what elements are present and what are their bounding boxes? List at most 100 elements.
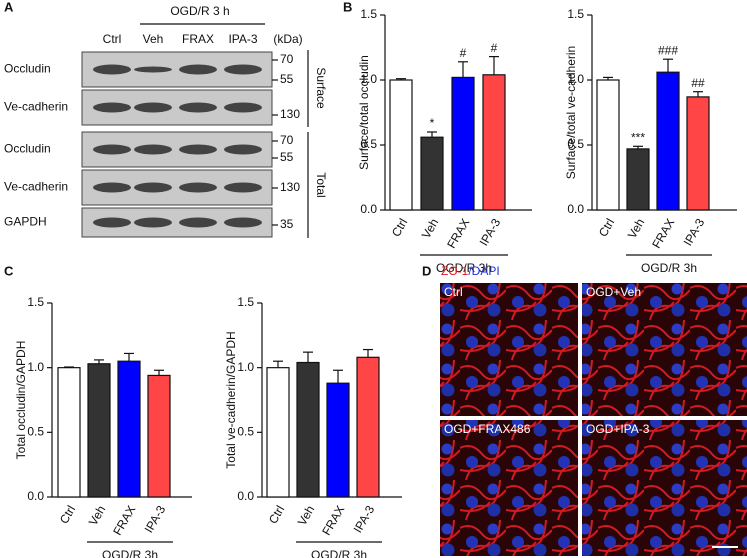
x-tick-label: Ctrl [389, 216, 410, 239]
marker-label: 130 [280, 180, 300, 194]
blot-band [93, 144, 131, 155]
stain-label: ZO-1 [441, 264, 469, 278]
y-tick-label: 0.0 [27, 489, 44, 503]
panel-letter: B [343, 0, 352, 14]
y-tick-label: 0.0 [237, 489, 254, 503]
x-tick-label: IPA-3 [681, 216, 708, 249]
lane-label: Veh [143, 32, 164, 46]
x-tick-label: IPA-3 [351, 503, 378, 536]
panel-letter: A [4, 0, 14, 14]
micrograph-image [440, 283, 578, 416]
panel-letter: D [422, 263, 431, 278]
marker-label: 70 [280, 52, 294, 66]
y-tick-label: 1.5 [237, 295, 254, 309]
group-label: OGD/R 3h [436, 261, 492, 275]
y-tick-label: 1.0 [567, 72, 584, 86]
x-tick-label: Veh [86, 503, 108, 528]
bar [266, 367, 290, 498]
y-tick-label: 0.0 [360, 202, 377, 216]
y-tick-label: 1.5 [27, 295, 44, 309]
blot-band [134, 144, 172, 155]
blot-band [134, 182, 172, 193]
blot-band [93, 182, 131, 193]
row-label: Occludin [4, 62, 51, 76]
x-tick-label: FRAX [649, 216, 677, 251]
bar [147, 374, 171, 498]
blot-band [224, 182, 262, 193]
marker-label: 35 [280, 217, 294, 231]
micrograph-image [582, 283, 747, 416]
significance: ## [691, 76, 705, 90]
significance: ### [658, 43, 678, 57]
blot-band [224, 64, 262, 75]
blot-band [93, 64, 131, 75]
x-tick-label: IPA-3 [477, 216, 504, 249]
row-label: Ve-cadherin [4, 180, 68, 194]
blot-band [179, 102, 217, 113]
x-tick-label: Ctrl [266, 503, 287, 526]
x-tick-label: FRAX [319, 503, 347, 538]
x-tick-label: FRAX [110, 503, 138, 538]
bar [389, 79, 413, 211]
significance: * [430, 116, 435, 130]
unit-label: (kDa) [273, 32, 302, 46]
y-axis-label: Total ve-cadherin/GAPDH [224, 331, 238, 468]
group-label: OGD/R 3h [311, 548, 367, 558]
marker-label: 55 [280, 72, 294, 86]
bar [451, 76, 475, 211]
y-tick-label: 1.0 [237, 360, 254, 374]
x-tick-label: Ctrl [57, 503, 78, 526]
stain-label: /DAPI [468, 264, 499, 278]
row-label: GAPDH [4, 215, 47, 229]
micrograph-image [440, 420, 578, 556]
lane-label: FRAX [182, 32, 214, 46]
bar [596, 79, 620, 211]
x-tick-label: Veh [625, 216, 647, 241]
y-tick-label: 0.5 [360, 137, 377, 151]
x-tick-label: Veh [295, 503, 317, 528]
bar [87, 363, 111, 498]
micrograph-label: OGD+Veh [586, 285, 641, 299]
y-tick-label: 1.0 [27, 360, 44, 374]
y-tick-label: 1.0 [360, 72, 377, 86]
section-label: Total [314, 172, 328, 197]
blot-band [179, 182, 217, 193]
bar [356, 356, 380, 498]
significance: # [460, 46, 467, 60]
blot-band [134, 217, 172, 228]
bar [117, 360, 141, 498]
bar [656, 71, 680, 211]
bar [296, 361, 320, 498]
micrograph-image [582, 420, 747, 556]
micrograph-label: OGD+FRAX486 [444, 422, 531, 436]
row-label: Occludin [4, 142, 51, 156]
marker-label: 55 [280, 150, 294, 164]
bar [326, 382, 350, 498]
x-tick-label: FRAX [444, 216, 472, 251]
blot-band [179, 144, 217, 155]
blot-band [224, 102, 262, 113]
blot-band [134, 66, 172, 73]
bar [626, 148, 650, 211]
blot-band [93, 102, 131, 113]
micrograph-label: OGD+IPA-3 [586, 422, 650, 436]
y-tick-label: 1.5 [567, 7, 584, 21]
x-tick-label: IPA-3 [142, 503, 169, 536]
bar [482, 74, 506, 211]
lane-label: Ctrl [103, 32, 122, 46]
row-label: Ve-cadherin [4, 100, 68, 114]
y-axis-label: Surface/total occludin [357, 55, 371, 170]
panel-letter: C [4, 263, 14, 278]
blot-group-label: OGD/R 3 h [170, 4, 229, 18]
bar [686, 96, 710, 211]
section-label: Surface [314, 67, 328, 109]
marker-label: 70 [280, 133, 294, 147]
micrograph-label: Ctrl [444, 285, 463, 299]
y-tick-label: 0.5 [237, 425, 254, 439]
blot-band [224, 217, 262, 228]
significance: *** [631, 130, 645, 144]
y-axis-label: Total occludin/GAPDH [14, 341, 28, 460]
y-axis-label: Surface/total ve-cadherin [564, 46, 578, 179]
lane-label: IPA-3 [228, 32, 257, 46]
